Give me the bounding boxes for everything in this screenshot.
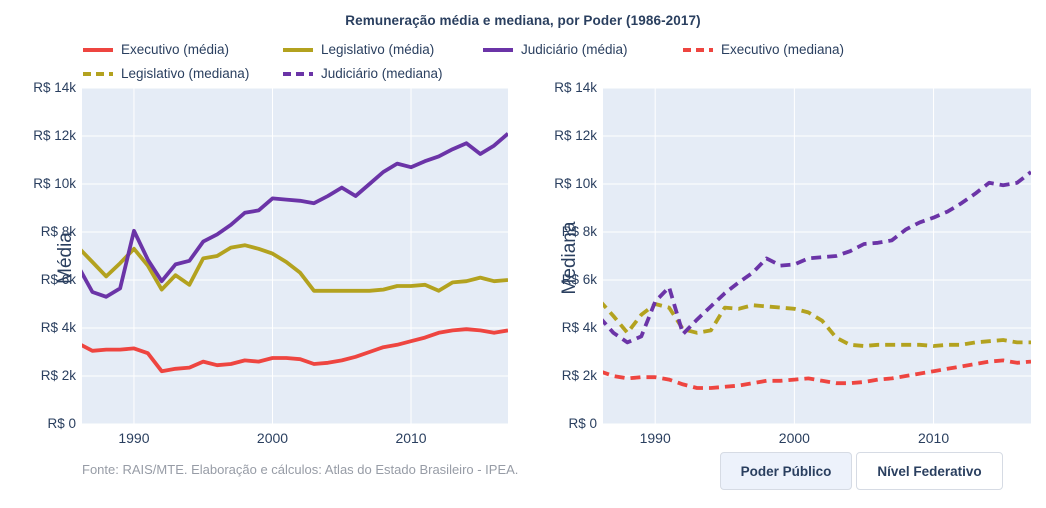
series-line-executivo-mediana-: [603, 358, 1031, 390]
y-tick-label: R$ 14k: [33, 80, 76, 95]
x-tick-label: 2010: [395, 430, 427, 446]
series-line-judici-rio-mediana-: [603, 170, 1031, 345]
legend-swatch: [283, 47, 313, 52]
y-axis-title-mediana: Mediana: [559, 221, 580, 295]
legend-item-executivo-mediana-[interactable]: Executivo (mediana): [683, 42, 844, 57]
legend-swatch: [83, 71, 113, 76]
chart-media: R$ 0 R$ 2k R$ 4k R$ 6k R$ 8k R$ 10k R$ 12k R$ 1…: [33, 80, 508, 446]
y-tick-label: R$ 6k: [40, 272, 76, 287]
legend-label: Executivo (média): [121, 42, 230, 57]
y-tick-label: R$ 6k: [561, 272, 597, 287]
y-tick-label: R$ 0: [568, 416, 597, 431]
chart-mediana-canvas[interactable]: [603, 88, 1031, 424]
chart-mediana: R$ 0 R$ 2k R$ 4k R$ 6k R$ 8k R$ 10k R$ 12k R$ 1…: [554, 80, 1031, 446]
x-tick-label: 1990: [639, 430, 671, 446]
legend-label: Executivo (mediana): [721, 42, 845, 57]
series-line-legislativo-m-dia-: [82, 243, 508, 293]
legend-label: Legislativo (mediana): [121, 66, 250, 81]
chart-media-canvas[interactable]: [82, 88, 508, 424]
y-tick-label: R$ 12k: [33, 128, 76, 143]
x-tick-label: 2000: [778, 430, 810, 446]
y-tick-label: R$ 4k: [561, 320, 597, 335]
legend-label: Legislativo (média): [321, 42, 435, 57]
y-tick-label: R$ 8k: [40, 224, 76, 239]
series-line-judici-rio-m-dia-: [82, 132, 508, 299]
series-line-legislativo-mediana-: [603, 301, 1031, 348]
y-tick-label: R$ 14k: [554, 80, 597, 95]
plot-background: [82, 88, 508, 424]
source-note: Fonte: RAIS/MTE. Elaboração e cálculos: …: [82, 462, 519, 477]
chart-title: Remuneração média e mediana, por Poder (…: [345, 13, 701, 28]
x-tick-label: 2010: [917, 430, 950, 446]
x-tick-label: 2000: [256, 430, 289, 446]
y-tick-label: R$ 8k: [561, 224, 597, 239]
legend-item-judici-rio-m-dia-[interactable]: Judiciário (média): [483, 42, 628, 57]
legend-item-executivo-m-dia-[interactable]: Executivo (média): [83, 42, 229, 57]
y-tick-label: R$ 10k: [33, 176, 76, 191]
y-tick-label: R$ 4k: [40, 320, 76, 335]
y-tick-label: R$ 2k: [40, 368, 76, 383]
legend-item-legislativo-m-dia-[interactable]: Legislativo (média): [283, 42, 434, 57]
y-tick-label: R$ 12k: [554, 128, 597, 143]
legend-swatch: [683, 47, 713, 52]
legend-swatch: [83, 47, 113, 52]
nivel-federativo-button[interactable]: Nível Federativo: [856, 452, 1003, 490]
legend-item-legislativo-mediana-[interactable]: Legislativo (mediana): [83, 66, 249, 81]
legend-label: Judiciário (mediana): [321, 66, 443, 81]
legend-swatch: [483, 47, 513, 52]
legend-swatch: [283, 71, 313, 76]
poder-publico-button[interactable]: Poder Público: [720, 452, 852, 490]
series-line-executivo-m-dia-: [82, 327, 508, 374]
x-tick-label: 1990: [118, 430, 150, 446]
y-tick-label: R$ 10k: [554, 176, 597, 191]
y-tick-label: R$ 2k: [561, 368, 597, 383]
y-tick-label: R$ 0: [47, 416, 76, 431]
legend-item-judici-rio-mediana-[interactable]: Judiciário (mediana): [283, 66, 443, 81]
legend-label: Judiciário (média): [521, 42, 628, 57]
y-axis-title-media: Média: [55, 232, 76, 284]
